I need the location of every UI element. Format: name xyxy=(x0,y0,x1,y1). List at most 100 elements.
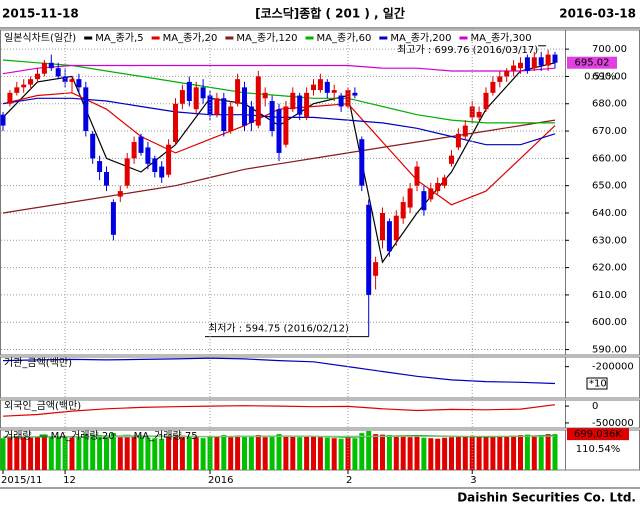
ma-line xyxy=(3,435,556,438)
volume-bar xyxy=(359,433,365,470)
candle-body xyxy=(262,92,268,99)
candle-body xyxy=(304,92,310,118)
candle-body xyxy=(421,191,427,211)
x-tick-label: 2016 xyxy=(208,475,233,486)
ma-line xyxy=(2,64,556,75)
volume-bar xyxy=(449,437,454,470)
ma-line xyxy=(2,357,556,385)
candle-body xyxy=(269,101,275,132)
candle-body xyxy=(407,188,413,208)
legend-swatch xyxy=(151,36,160,40)
legend-label: MA_거래량,75 xyxy=(134,430,198,442)
candle-body xyxy=(442,177,448,186)
volume-bar xyxy=(0,438,6,470)
legend-label: MA_종가,5 xyxy=(95,32,143,44)
volume-bar xyxy=(159,438,165,470)
candle-body xyxy=(97,161,103,173)
candle-body xyxy=(455,133,461,148)
volume-bar xyxy=(504,436,510,470)
candle-body xyxy=(131,141,137,159)
candle-body xyxy=(235,79,241,104)
candle-body xyxy=(0,114,6,126)
y-tick-label: 630.00 xyxy=(592,235,627,246)
volume-bar xyxy=(524,434,530,470)
x-tick-label: 2015/11 xyxy=(1,475,43,486)
volume-bar xyxy=(41,435,47,470)
legend-label: MA_종가,20 xyxy=(163,32,218,44)
last-price-label: 695.02 xyxy=(575,58,610,69)
last-volume-box xyxy=(567,428,629,441)
legend-swatch xyxy=(379,36,388,40)
volume-bar xyxy=(462,436,468,470)
candle-body xyxy=(242,87,247,126)
volume-bar xyxy=(283,435,289,470)
legend-label: MA_종가,200 xyxy=(390,32,451,44)
volume-bar xyxy=(511,435,517,470)
end-date: 2016-03-18 xyxy=(559,7,636,21)
legend-swatch xyxy=(122,434,131,438)
volume-bar xyxy=(483,436,489,470)
candle-body xyxy=(538,57,544,66)
volume-bar xyxy=(373,434,379,470)
legend-label: MA_거래량,20 xyxy=(51,430,115,442)
y-tick-label: 700.00 xyxy=(592,44,627,55)
volume-bar xyxy=(518,435,523,470)
ma-line xyxy=(2,404,556,417)
y-tick-label: 640.00 xyxy=(592,208,627,219)
candle-body xyxy=(345,90,351,107)
volume-bar xyxy=(28,437,34,470)
volume-bar xyxy=(552,434,558,470)
volume-bar xyxy=(83,434,89,470)
candle-body xyxy=(435,182,441,192)
candle-body xyxy=(159,166,165,178)
volume-bar xyxy=(297,437,303,470)
candle-body xyxy=(324,81,330,93)
candle-body xyxy=(524,57,530,71)
ma-line xyxy=(2,59,555,124)
legend-label: 일본식차트(일간) xyxy=(4,32,76,44)
volume-bar xyxy=(35,436,40,470)
volume-bar xyxy=(435,438,441,470)
volume-bar xyxy=(69,437,75,470)
volume-bar xyxy=(400,436,406,470)
volume-ratio: 110.54% xyxy=(576,444,621,455)
volume-bar xyxy=(269,436,275,470)
legend-swatch xyxy=(459,36,468,40)
last-price-box xyxy=(567,56,617,69)
volume-bar xyxy=(21,437,27,470)
candle-body xyxy=(69,79,75,82)
volume-bar xyxy=(469,435,475,470)
volume-bar xyxy=(242,436,247,470)
candle-body xyxy=(179,90,185,104)
volume-bar xyxy=(407,437,413,470)
volume-bar xyxy=(97,435,103,470)
candle-body xyxy=(21,84,27,88)
volume-bar xyxy=(545,434,551,470)
volume-bar xyxy=(317,437,323,470)
candle-body xyxy=(14,87,20,93)
candle-body xyxy=(504,70,510,77)
candle-body xyxy=(62,76,68,82)
volume-bar xyxy=(276,434,282,470)
y-tick-label: 660.00 xyxy=(592,153,627,164)
volume-bar xyxy=(428,438,434,470)
candle-body xyxy=(366,204,372,295)
candle-body xyxy=(83,87,89,132)
volume-bar xyxy=(386,435,392,470)
y-tick-label: 650.00 xyxy=(592,181,627,192)
candle-body xyxy=(276,109,282,153)
volume-bar xyxy=(186,436,192,470)
candle-body xyxy=(221,98,227,132)
candle-body xyxy=(145,147,151,164)
scale-note-box xyxy=(586,377,608,390)
y-tick-label: -500000 xyxy=(592,418,634,429)
volume-bar xyxy=(421,437,427,470)
candle-body xyxy=(511,65,517,71)
volume-bar xyxy=(221,435,227,470)
candle-body xyxy=(352,92,358,96)
candle-body xyxy=(297,95,303,115)
candle-body xyxy=(228,106,234,132)
candle-body xyxy=(193,87,199,110)
volume-bar xyxy=(255,435,261,470)
candle-body xyxy=(104,172,109,186)
